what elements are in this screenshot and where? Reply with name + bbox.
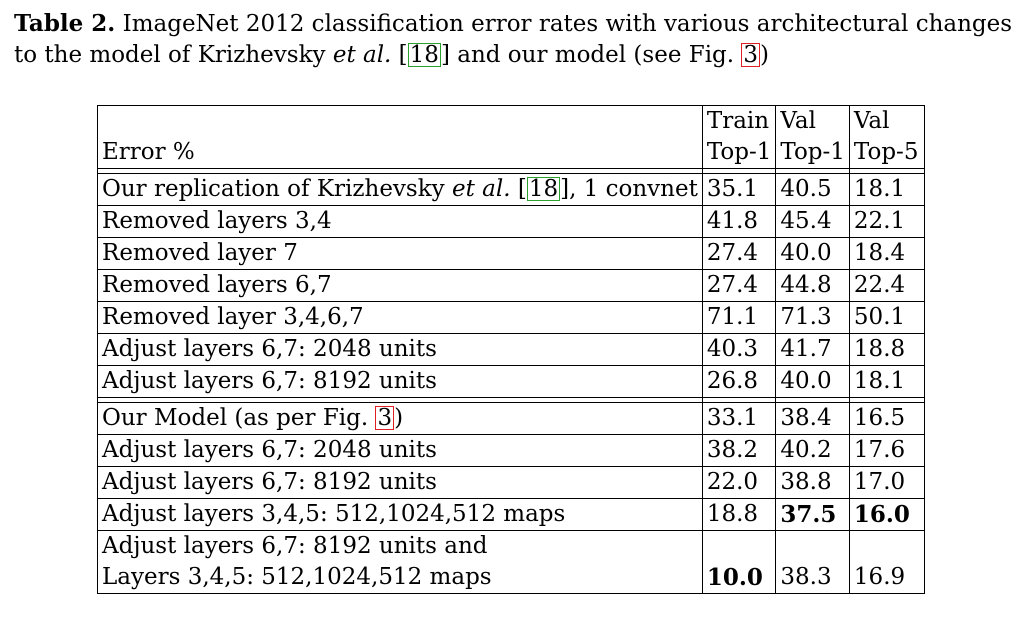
figure-link-3[interactable]: 3 bbox=[375, 405, 395, 431]
caption-text-2: to the model of Krizhevsky bbox=[14, 42, 333, 68]
table-row: Adjust layers 6,7: 2048 units 40.3 41.7 … bbox=[97, 333, 925, 366]
citation-link-18[interactable]: 18 bbox=[526, 176, 561, 202]
caption-line-2: to the model of Krizhevsky et al. [18] a… bbox=[14, 42, 770, 68]
val-top1-cell: 45.4 bbox=[775, 205, 850, 238]
train-top1-cell: 38.2 bbox=[701, 434, 777, 467]
row-name: Removed layer 3,4,6,7 bbox=[97, 301, 703, 334]
row-name: Adjust layers 6,7: 2048 units bbox=[97, 333, 703, 366]
row-name: Adjust layers 6,7: 8192 units bbox=[97, 365, 703, 398]
val-top5-cell: 17.0 bbox=[848, 466, 925, 499]
table-row: Removed layers 3,4 41.8 45.4 22.1 bbox=[97, 205, 925, 238]
table-row: Adjust layers 3,4,5: 512,1024,512 maps 1… bbox=[97, 498, 925, 531]
caption-text-3: and our model (see Fig. bbox=[449, 42, 742, 68]
table-row: Adjust layers 6,7: 8192 units 26.8 40.0 … bbox=[97, 365, 925, 398]
val-top5-cell: 18.8 bbox=[848, 333, 925, 366]
table-row: Adjust layers 6,7: 2048 units 38.2 40.2 … bbox=[97, 434, 925, 467]
row-name: Adjust layers 6,7: 8192 units and Layers … bbox=[97, 530, 703, 594]
results-table: Error % Train Top-1 Val Top-1 Val Top-5 Our… bbox=[97, 105, 925, 594]
header-val-top1: Val Top-1 bbox=[775, 105, 850, 169]
header-error-label: Error % bbox=[97, 105, 703, 169]
row-name: Removed layers 3,4 bbox=[97, 205, 703, 238]
header-train-top1: Train Top-1 bbox=[701, 105, 777, 169]
table-row: Our Model (as per Fig. 3) 33.1 38.4 16.5 bbox=[97, 402, 925, 435]
table-row: Removed layers 6,7 27.4 44.8 22.4 bbox=[97, 269, 925, 302]
table-caption: Table 2. ImageNet 2012 classification er… bbox=[14, 8, 1012, 71]
val-top1-cell: 40.0 bbox=[775, 365, 850, 398]
val-top5-cell: 50.1 bbox=[848, 301, 925, 334]
table-row: Adjust layers 6,7: 8192 units 22.0 38.8 … bbox=[97, 466, 925, 499]
row-name: Removed layers 6,7 bbox=[97, 269, 703, 302]
table-row: Adjust layers 6,7: 8192 units and Layers … bbox=[97, 530, 925, 594]
row-name: Our replication of Krizhevsky et al. [18… bbox=[97, 173, 703, 206]
val-top1-cell: 44.8 bbox=[775, 269, 850, 302]
train-top1-cell: 27.4 bbox=[701, 269, 777, 302]
val-top1-cell: 71.3 bbox=[775, 301, 850, 334]
val-top1-cell: 40.0 bbox=[775, 237, 850, 270]
table-row: Removed layer 3,4,6,7 71.1 71.3 50.1 bbox=[97, 301, 925, 334]
figure-link-3[interactable]: 3 bbox=[741, 42, 761, 68]
table-row: Our replication of Krizhevsky et al. [18… bbox=[97, 173, 925, 206]
header-val-top5: Val Top-5 bbox=[848, 105, 925, 169]
table-header-row: Error % Train Top-1 Val Top-1 Val Top-5 bbox=[97, 105, 925, 169]
val-top1-cell: 40.2 bbox=[775, 434, 850, 467]
train-top1-cell: 35.1 bbox=[701, 173, 777, 206]
table-row: Removed layer 7 27.4 40.0 18.4 bbox=[97, 237, 925, 270]
train-top1-cell-best: 10.0 bbox=[701, 530, 777, 594]
val-top1-cell: 38.3 bbox=[775, 530, 850, 594]
val-top5-cell: 17.6 bbox=[848, 434, 925, 467]
caption-line-1: Table 2. ImageNet 2012 classification er… bbox=[14, 8, 1012, 40]
caption-text-1: ImageNet 2012 classification error rates… bbox=[115, 11, 1013, 37]
val-top1-cell-best: 37.5 bbox=[775, 498, 850, 531]
citation-link-18[interactable]: 18 bbox=[407, 42, 441, 68]
val-top5-cell: 16.5 bbox=[848, 402, 925, 435]
row-name: Adjust layers 3,4,5: 512,1024,512 maps bbox=[97, 498, 703, 531]
row-name: Adjust layers 6,7: 8192 units bbox=[97, 466, 703, 499]
caption-text-4: ) bbox=[760, 42, 770, 68]
val-top5-cell: 16.9 bbox=[848, 530, 925, 594]
row-name: Our Model (as per Fig. 3) bbox=[97, 402, 703, 435]
val-top1-cell: 41.7 bbox=[775, 333, 850, 366]
row-name: Adjust layers 6,7: 2048 units bbox=[97, 434, 703, 467]
caption-et-al: et al. bbox=[332, 42, 392, 68]
row-name: Removed layer 7 bbox=[97, 237, 703, 270]
caption-label: Table 2. bbox=[14, 10, 116, 37]
val-top1-cell: 38.4 bbox=[775, 402, 850, 435]
val-top5-cell: 18.1 bbox=[848, 365, 925, 398]
train-top1-cell: 41.8 bbox=[701, 205, 777, 238]
train-top1-cell: 27.4 bbox=[701, 237, 777, 270]
val-top5-cell: 22.4 bbox=[848, 269, 925, 302]
val-top5-cell: 18.1 bbox=[848, 173, 925, 206]
train-top1-cell: 22.0 bbox=[701, 466, 777, 499]
val-top5-cell: 18.4 bbox=[848, 237, 925, 270]
train-top1-cell: 71.1 bbox=[701, 301, 777, 334]
val-top5-cell-best: 16.0 bbox=[848, 498, 925, 531]
train-top1-cell: 33.1 bbox=[701, 402, 777, 435]
train-top1-cell: 18.8 bbox=[701, 498, 777, 531]
train-top1-cell: 26.8 bbox=[701, 365, 777, 398]
val-top1-cell: 40.5 bbox=[775, 173, 850, 206]
val-top5-cell: 22.1 bbox=[848, 205, 925, 238]
train-top1-cell: 40.3 bbox=[701, 333, 777, 366]
val-top1-cell: 38.8 bbox=[775, 466, 850, 499]
